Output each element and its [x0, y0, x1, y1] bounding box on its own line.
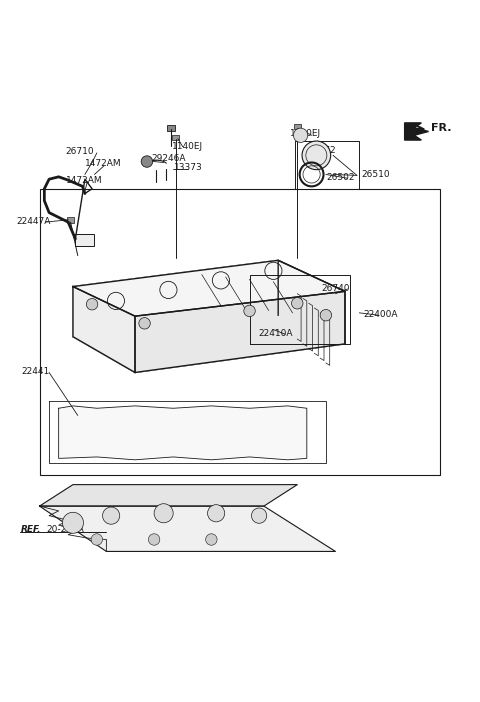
- Circle shape: [148, 534, 160, 545]
- Circle shape: [293, 128, 308, 143]
- Bar: [75, 234, 95, 246]
- Circle shape: [252, 508, 267, 523]
- Polygon shape: [405, 123, 429, 140]
- Circle shape: [62, 512, 84, 534]
- Bar: [39, 189, 441, 475]
- Polygon shape: [73, 286, 135, 373]
- Text: 13373: 13373: [174, 163, 203, 172]
- Text: 22410A: 22410A: [258, 329, 293, 338]
- Bar: [67, 218, 74, 223]
- Circle shape: [302, 141, 331, 170]
- Polygon shape: [39, 506, 336, 552]
- Circle shape: [154, 504, 173, 523]
- Text: 1140EJ: 1140EJ: [290, 129, 321, 138]
- Text: 26510: 26510: [362, 170, 390, 179]
- Text: 13372: 13372: [308, 146, 336, 155]
- Bar: [172, 135, 179, 140]
- Text: 22441: 22441: [22, 367, 50, 376]
- Bar: [167, 125, 175, 131]
- Text: 26740: 26740: [321, 284, 349, 293]
- Polygon shape: [39, 484, 297, 506]
- Circle shape: [139, 317, 150, 329]
- Polygon shape: [73, 260, 345, 316]
- Polygon shape: [59, 406, 307, 460]
- Text: 1472AM: 1472AM: [85, 159, 121, 168]
- Polygon shape: [135, 291, 345, 373]
- Bar: [294, 124, 300, 129]
- Text: 22447A: 22447A: [17, 217, 51, 226]
- Circle shape: [86, 298, 98, 310]
- Circle shape: [103, 507, 120, 524]
- Text: 1140EJ: 1140EJ: [172, 143, 204, 151]
- Text: 26710: 26710: [66, 147, 95, 156]
- Text: 22400A: 22400A: [363, 310, 397, 319]
- Circle shape: [244, 305, 255, 317]
- Circle shape: [291, 298, 303, 309]
- Text: 26502: 26502: [326, 173, 354, 183]
- Text: 29246A: 29246A: [152, 154, 186, 163]
- Circle shape: [141, 156, 153, 167]
- Text: FR.: FR.: [431, 123, 451, 133]
- Circle shape: [320, 310, 332, 321]
- Text: 1472AM: 1472AM: [66, 176, 102, 185]
- Circle shape: [91, 534, 103, 545]
- Circle shape: [205, 534, 217, 545]
- Text: 20-221A: 20-221A: [47, 524, 84, 534]
- Text: REF.: REF.: [21, 524, 41, 534]
- Circle shape: [207, 505, 225, 522]
